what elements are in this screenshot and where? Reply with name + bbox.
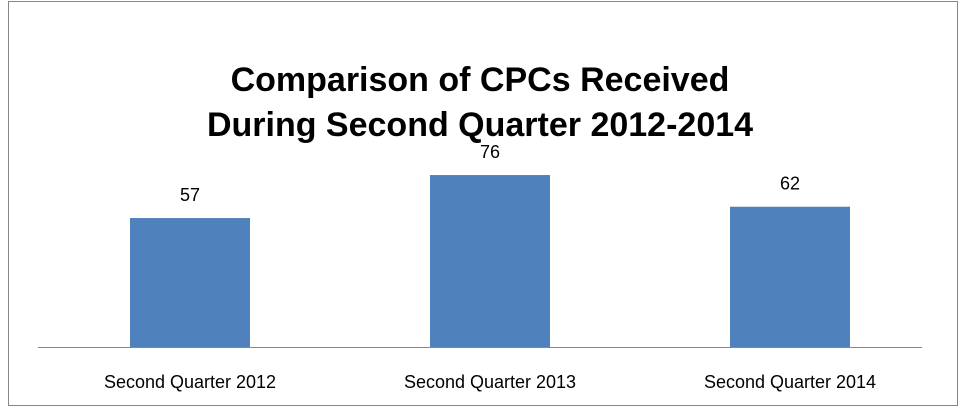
x-tick-label: Second Quarter 2013 xyxy=(404,372,576,392)
x-tick-label: Second Quarter 2012 xyxy=(104,372,276,392)
data-label: 76 xyxy=(480,142,500,162)
data-label: 62 xyxy=(780,173,800,193)
bar xyxy=(130,218,250,347)
data-label: 57 xyxy=(180,185,200,205)
x-tick-label: Second Quarter 2014 xyxy=(704,372,876,392)
chart-title: Comparison of CPCs Received xyxy=(231,61,730,99)
chart-title: During Second Quarter 2012-2014 xyxy=(207,106,753,144)
bar xyxy=(430,175,550,347)
bar xyxy=(730,206,850,347)
